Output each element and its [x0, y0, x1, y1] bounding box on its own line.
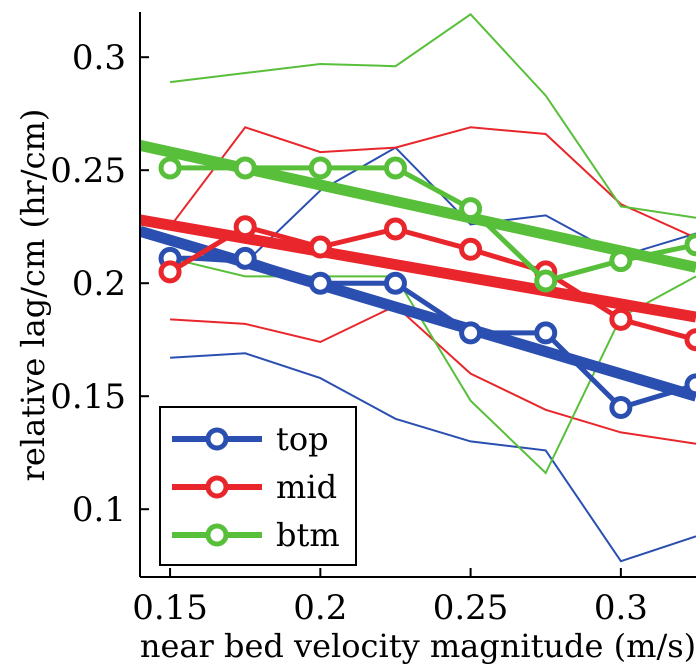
series-top-point	[233, 246, 257, 270]
series-mid-point	[684, 328, 696, 352]
ticks: 0.15 0.2 0.25 0.3 0.1 0.15 0.2 0.25 0.3	[50, 38, 648, 628]
series-btm-point	[308, 156, 332, 180]
legend-top-marker	[205, 427, 229, 451]
y-tick-label: 0.2	[72, 264, 126, 304]
series-btm-point	[534, 269, 558, 293]
legend-btm-marker	[205, 523, 229, 547]
series-top-point	[308, 271, 332, 295]
series-mid-point	[308, 235, 332, 259]
x-tick-label: 0.25	[433, 588, 509, 628]
y-tick-label: 0.25	[50, 151, 126, 191]
series-top-point	[534, 321, 558, 345]
legend: top mid btm	[159, 406, 357, 566]
series-mid-point	[233, 215, 257, 239]
series-top-point	[459, 321, 483, 345]
series-mid-point	[158, 260, 182, 284]
series-top-line	[170, 255, 696, 410]
legend-btm-label: btm	[276, 516, 340, 554]
legend-mid-label: mid	[276, 468, 337, 506]
series-mid-point	[609, 307, 633, 331]
axes	[139, 12, 696, 578]
series-btm-lower-line	[169, 257, 696, 475]
series-mid-point	[459, 237, 483, 261]
series-mid-upper-line	[169, 126, 696, 239]
x-tick-label: 0.3	[594, 588, 648, 628]
series-top-point	[684, 373, 696, 397]
x-axis-label: near bed velocity magnitude (m/s)	[140, 627, 696, 665]
series-mid-line	[168, 224, 696, 343]
x-tick-label: 0.2	[293, 588, 347, 628]
series-btm-point	[383, 156, 407, 180]
y-tick-label: 0.1	[72, 490, 126, 530]
y-axis-label: relative lag/cm (hr/cm)	[14, 109, 52, 482]
series-top-point	[383, 271, 407, 295]
series-btm-upper-line	[169, 12, 696, 219]
legend-top-label: top	[276, 420, 329, 458]
series-btm-point	[459, 197, 483, 221]
y-tick-label: 0.15	[50, 377, 126, 417]
series-btm-fit-line	[140, 139, 696, 273]
legend-mid-marker	[205, 475, 229, 499]
series-btm-point	[233, 156, 257, 180]
series-btm-point	[609, 249, 633, 273]
series-top-point	[609, 396, 633, 419]
y-tick-label: 0.3	[72, 38, 126, 78]
series-mid-point	[383, 217, 407, 241]
series-btm-point	[684, 233, 696, 257]
x-tick-label: 0.15	[132, 588, 208, 628]
series-top-lower-line	[170, 352, 696, 563]
series-btm-line	[170, 165, 696, 284]
series-btm-point	[158, 156, 182, 180]
series-lines	[140, 139, 696, 419]
